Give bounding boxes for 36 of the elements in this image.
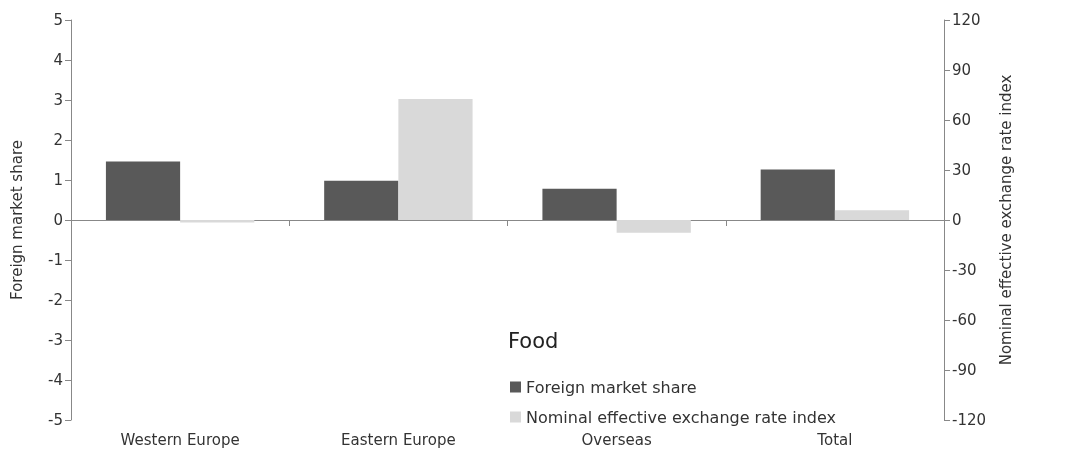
y-tick-label: -4 xyxy=(48,371,63,389)
bar xyxy=(180,220,255,223)
y-tick-label: -5 xyxy=(48,411,63,429)
y2-tick-label: -60 xyxy=(952,311,977,329)
y2-axis-title: Nominal effective exchange rate index xyxy=(996,74,1015,366)
y2-tick-label: 120 xyxy=(952,11,981,29)
legend-title: Food xyxy=(508,328,559,353)
y2-tick-label: -30 xyxy=(952,261,977,279)
x-tick-label: Eastern Europe xyxy=(341,430,456,449)
y-tick-label: -1 xyxy=(48,251,63,269)
y-tick-label: 2 xyxy=(53,131,63,149)
x-tick-label: Western Europe xyxy=(120,430,240,449)
y2-tick-label: 30 xyxy=(952,161,972,179)
y-tick-label: 0 xyxy=(53,211,63,229)
legend-label: Foreign market share xyxy=(526,377,697,397)
y-tick-label: -2 xyxy=(48,291,63,309)
y2-tick-label: -90 xyxy=(952,361,977,379)
x-tick-label: Overseas xyxy=(581,430,652,449)
y2-tick-label: -120 xyxy=(952,411,987,429)
y2-tick-label: 90 xyxy=(952,61,972,79)
y-tick-label: 4 xyxy=(53,51,63,69)
y-axis-title: Foreign market share xyxy=(8,140,26,300)
bar xyxy=(834,210,910,220)
x-tick-label: Total xyxy=(816,430,853,449)
bar xyxy=(542,188,617,220)
y2-tick-label: 0 xyxy=(952,211,962,229)
bar xyxy=(398,99,473,220)
y-tick-label: 1 xyxy=(53,171,63,189)
bar xyxy=(760,169,835,220)
y-tick-label: -3 xyxy=(48,331,63,349)
y-tick-label: 3 xyxy=(53,91,63,109)
y2-tick-label: 60 xyxy=(952,111,972,129)
y-tick-label: 5 xyxy=(53,11,63,29)
bar xyxy=(105,161,181,220)
legend-label: Nominal effective exchange rate index xyxy=(526,407,836,427)
bar xyxy=(616,220,691,233)
